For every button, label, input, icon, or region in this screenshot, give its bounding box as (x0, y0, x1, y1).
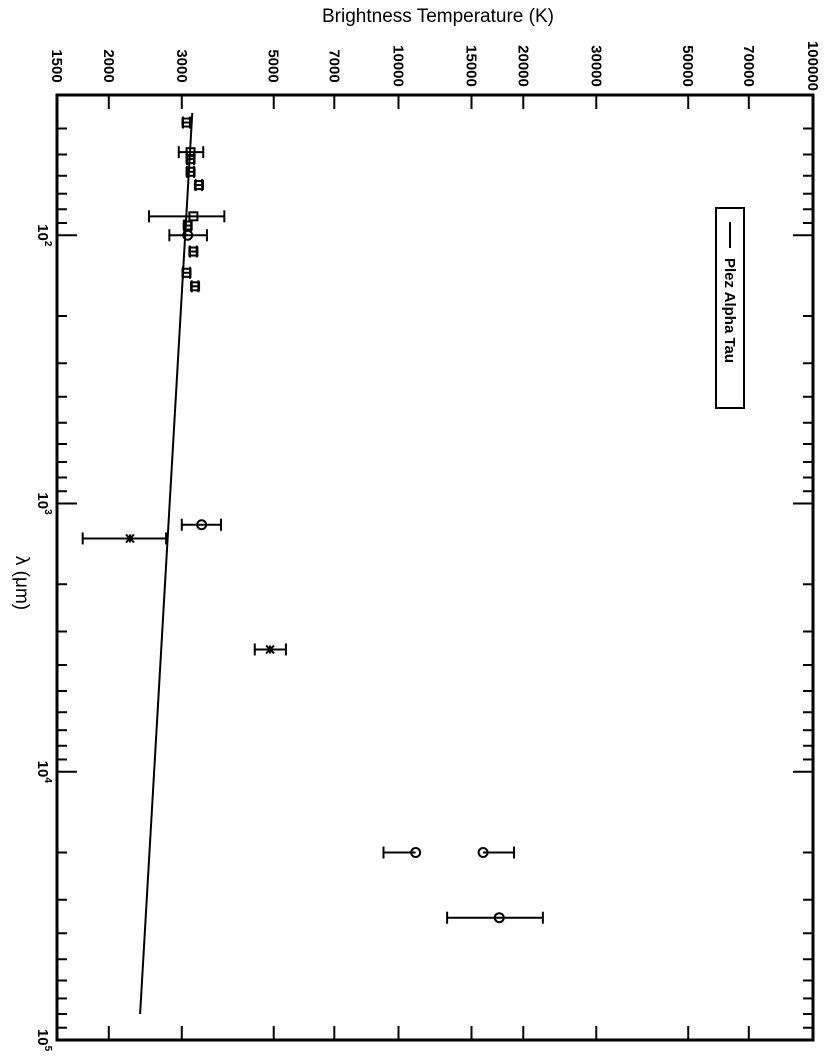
temperature-tick-label: 3000 (173, 49, 190, 82)
tick-label-base: 10 (34, 492, 51, 509)
data-point-square (193, 180, 204, 191)
temperature-tick-label: 20000 (514, 45, 531, 87)
tick-label-exponent: 5 (42, 1046, 53, 1052)
data-point-asterisk (265, 644, 275, 655)
temperature-tick-label: 15000 (462, 45, 479, 87)
wavelength-tick-label: 105 (34, 1029, 53, 1052)
temperature-tick-label: 2000 (100, 49, 117, 82)
wavelength-axis-title: λ (μm) (11, 556, 32, 610)
data-point-square (188, 246, 199, 257)
data-point-square (181, 117, 192, 128)
data-point-square (181, 267, 192, 278)
temperature-tick-label: 5000 (265, 49, 282, 82)
temperature-tick-label: 50000 (679, 45, 696, 87)
data-point-circle (196, 519, 208, 531)
plot-area: 1500 2000 3000 5000 7000 10000 15000 20000 30000… (34, 41, 821, 1052)
data-point-square (190, 281, 201, 292)
wavelength-tick-label: 103 (34, 492, 53, 515)
legend-box (715, 207, 745, 409)
data-point-asterisk (125, 533, 135, 544)
data-point-circle (477, 847, 489, 859)
temperature-tick-label: 30000 (587, 45, 604, 87)
temperature-tick-label: 70000 (740, 45, 757, 87)
model-line-plez-alpha-tau (139, 112, 194, 1015)
temperature-tick-label: 7000 (325, 49, 342, 82)
temperature-tick-label: 10000 (390, 45, 407, 87)
data-point-square (185, 166, 196, 177)
temperature-tick-label: 1500 (48, 49, 65, 82)
asterisk-stroke (125, 533, 135, 544)
tick-label-exponent: 2 (42, 241, 53, 247)
plot-frame (55, 93, 815, 1042)
asterisk-stroke (265, 644, 275, 655)
wavelength-tick-label: 104 (34, 761, 53, 784)
tick-label-base: 10 (34, 761, 51, 778)
data-point-square (188, 211, 199, 222)
data-point-square (185, 147, 196, 158)
temperature-axis-title: Brightness Temperature (K) (322, 6, 554, 27)
data-point-circle (182, 229, 194, 241)
data-point-square (182, 220, 193, 231)
legend-label: Plez Alpha Tau (721, 258, 738, 363)
temperature-tick-label: 100000 (804, 41, 821, 91)
data-point-circle (410, 847, 422, 859)
tick-label-exponent: 4 (42, 777, 53, 783)
tick-label-base: 10 (34, 224, 51, 241)
data-point-square (185, 154, 196, 165)
wavelength-tick-label: 102 (34, 224, 53, 247)
tick-label-exponent: 3 (42, 509, 53, 515)
data-point-circle (493, 912, 505, 924)
tick-label-base: 10 (34, 1029, 51, 1046)
